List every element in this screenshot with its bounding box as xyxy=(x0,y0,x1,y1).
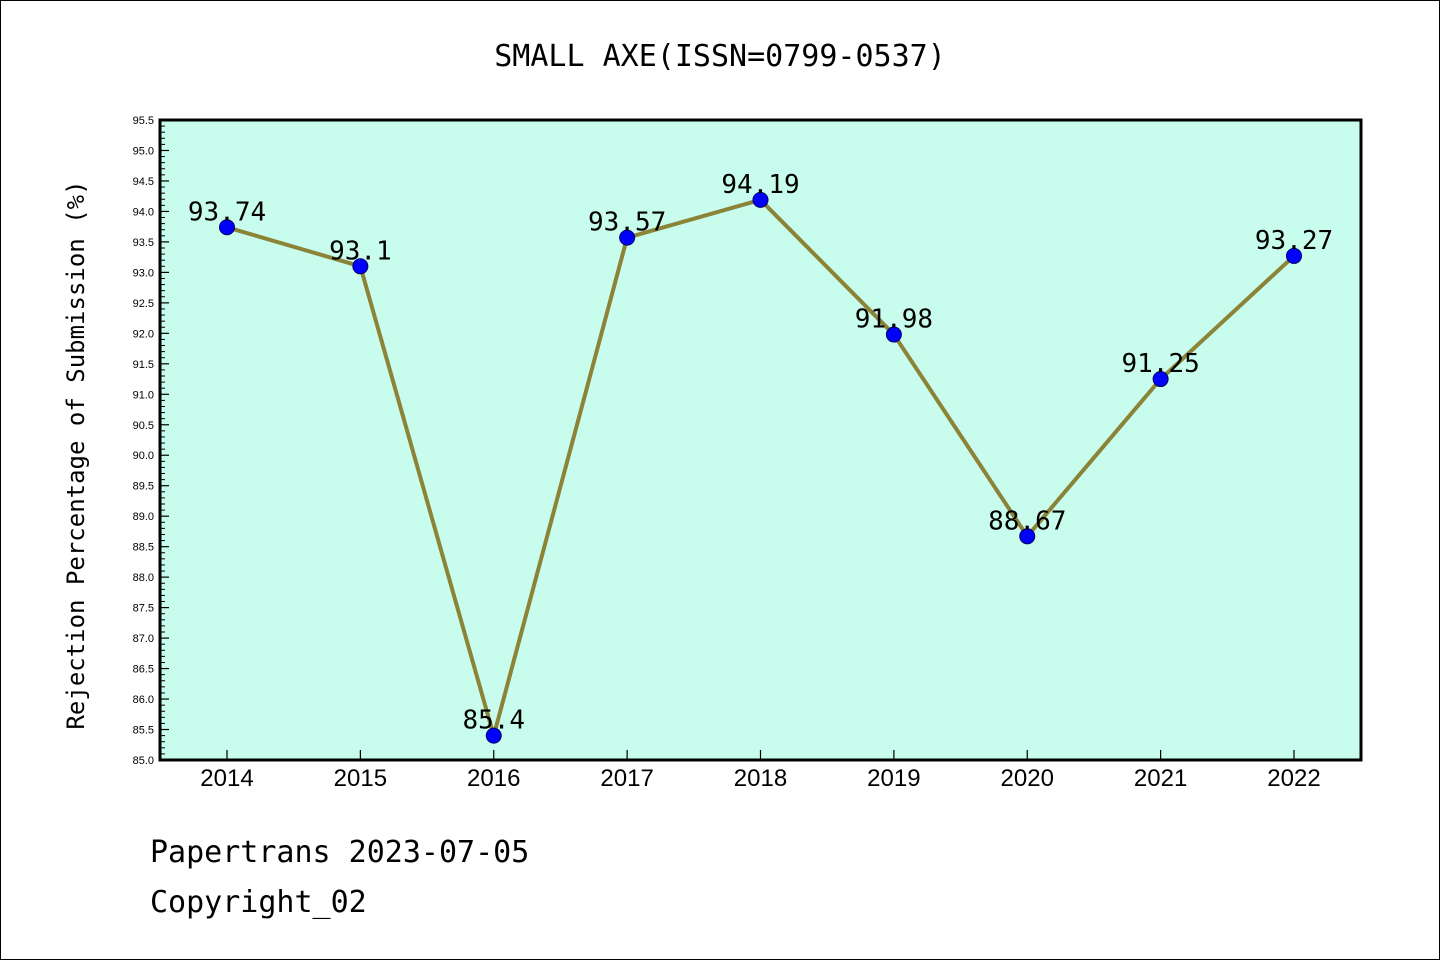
y-tick-label: 95.0 xyxy=(133,145,154,157)
y-tick-label: 93.0 xyxy=(133,267,154,279)
data-point xyxy=(1152,371,1169,388)
x-tick-label: 2022 xyxy=(1267,765,1320,792)
x-tick-label: 2015 xyxy=(334,765,387,792)
y-axis: 85.0 85.5 86.0 86.5 87.0 87.5 88.0 88.5 89.0 89.5… xyxy=(133,115,169,767)
y-tick-label: 87.0 xyxy=(133,633,154,645)
data-label: 93.27 xyxy=(1255,226,1333,256)
data-point xyxy=(619,229,636,246)
y-tick-label: 86.0 xyxy=(133,694,154,706)
footer-date: Papertrans 2023-07-05 xyxy=(150,835,530,870)
data-point xyxy=(885,326,902,343)
y-tick-label: 89.5 xyxy=(133,481,154,493)
data-label: 93.57 xyxy=(588,208,666,238)
y-tick-label: 94.5 xyxy=(133,176,154,188)
y-tick-label: 88.0 xyxy=(133,572,154,584)
data-point xyxy=(485,727,502,744)
footer-copyright: Copyright_02 xyxy=(150,885,367,920)
y-tick-label: 89.0 xyxy=(133,511,154,523)
x-tick-label: 2018 xyxy=(734,765,787,792)
data-point xyxy=(352,258,369,275)
data-label: 91.25 xyxy=(1121,349,1199,379)
x-tick-label: 2021 xyxy=(1134,765,1187,792)
data-point xyxy=(1286,247,1302,264)
y-tick-label: 85.0 xyxy=(133,755,154,767)
x-tick-label: 2014 xyxy=(200,765,253,792)
y-tick-label: 93.5 xyxy=(133,237,154,249)
y-tick-label: 90.5 xyxy=(133,420,154,432)
y-tick-label: 91.5 xyxy=(133,359,154,371)
y-tick-label: 85.5 xyxy=(133,725,154,737)
plot-area xyxy=(158,118,1363,762)
series-layer: 93.74 93.1 85.4 93.57 94.19 91.98 88.67 91.25 93… xyxy=(188,170,1333,744)
data-point xyxy=(219,219,235,236)
x-tick-label: 2016 xyxy=(467,765,520,792)
x-tick-label: 2020 xyxy=(1001,765,1054,792)
y-tick-label: 92.5 xyxy=(133,298,154,310)
data-label: 94.19 xyxy=(721,170,799,200)
y-tick-label: 92.0 xyxy=(133,328,154,340)
y-tick-label: 94.0 xyxy=(133,206,154,218)
data-label: 93.1 xyxy=(329,236,392,266)
data-point xyxy=(1019,528,1036,545)
y-axis-label: Rejection Percentage of Submission (%) xyxy=(62,180,90,729)
y-tick-label: 88.5 xyxy=(133,542,154,554)
chart-title: SMALL AXE(ISSN=0799-0537) xyxy=(494,39,946,74)
data-point xyxy=(752,191,769,208)
x-tick-label: 2019 xyxy=(867,765,920,792)
data-label: 93.74 xyxy=(188,197,266,227)
y-tick-label: 95.5 xyxy=(133,115,154,127)
data-label: 91.98 xyxy=(855,305,933,335)
x-axis: 2014 2015 2016 2017 2018 2019 2020 2021 2022 xyxy=(200,750,1321,792)
y-tick-label: 87.5 xyxy=(133,603,154,615)
y-tick-label: 91.0 xyxy=(133,389,154,401)
data-label: 88.67 xyxy=(988,506,1066,536)
y-tick-label: 86.5 xyxy=(133,664,154,676)
data-label: 85.4 xyxy=(462,706,525,736)
x-tick-label: 2017 xyxy=(600,765,653,792)
y-tick-label: 90.0 xyxy=(133,450,154,462)
